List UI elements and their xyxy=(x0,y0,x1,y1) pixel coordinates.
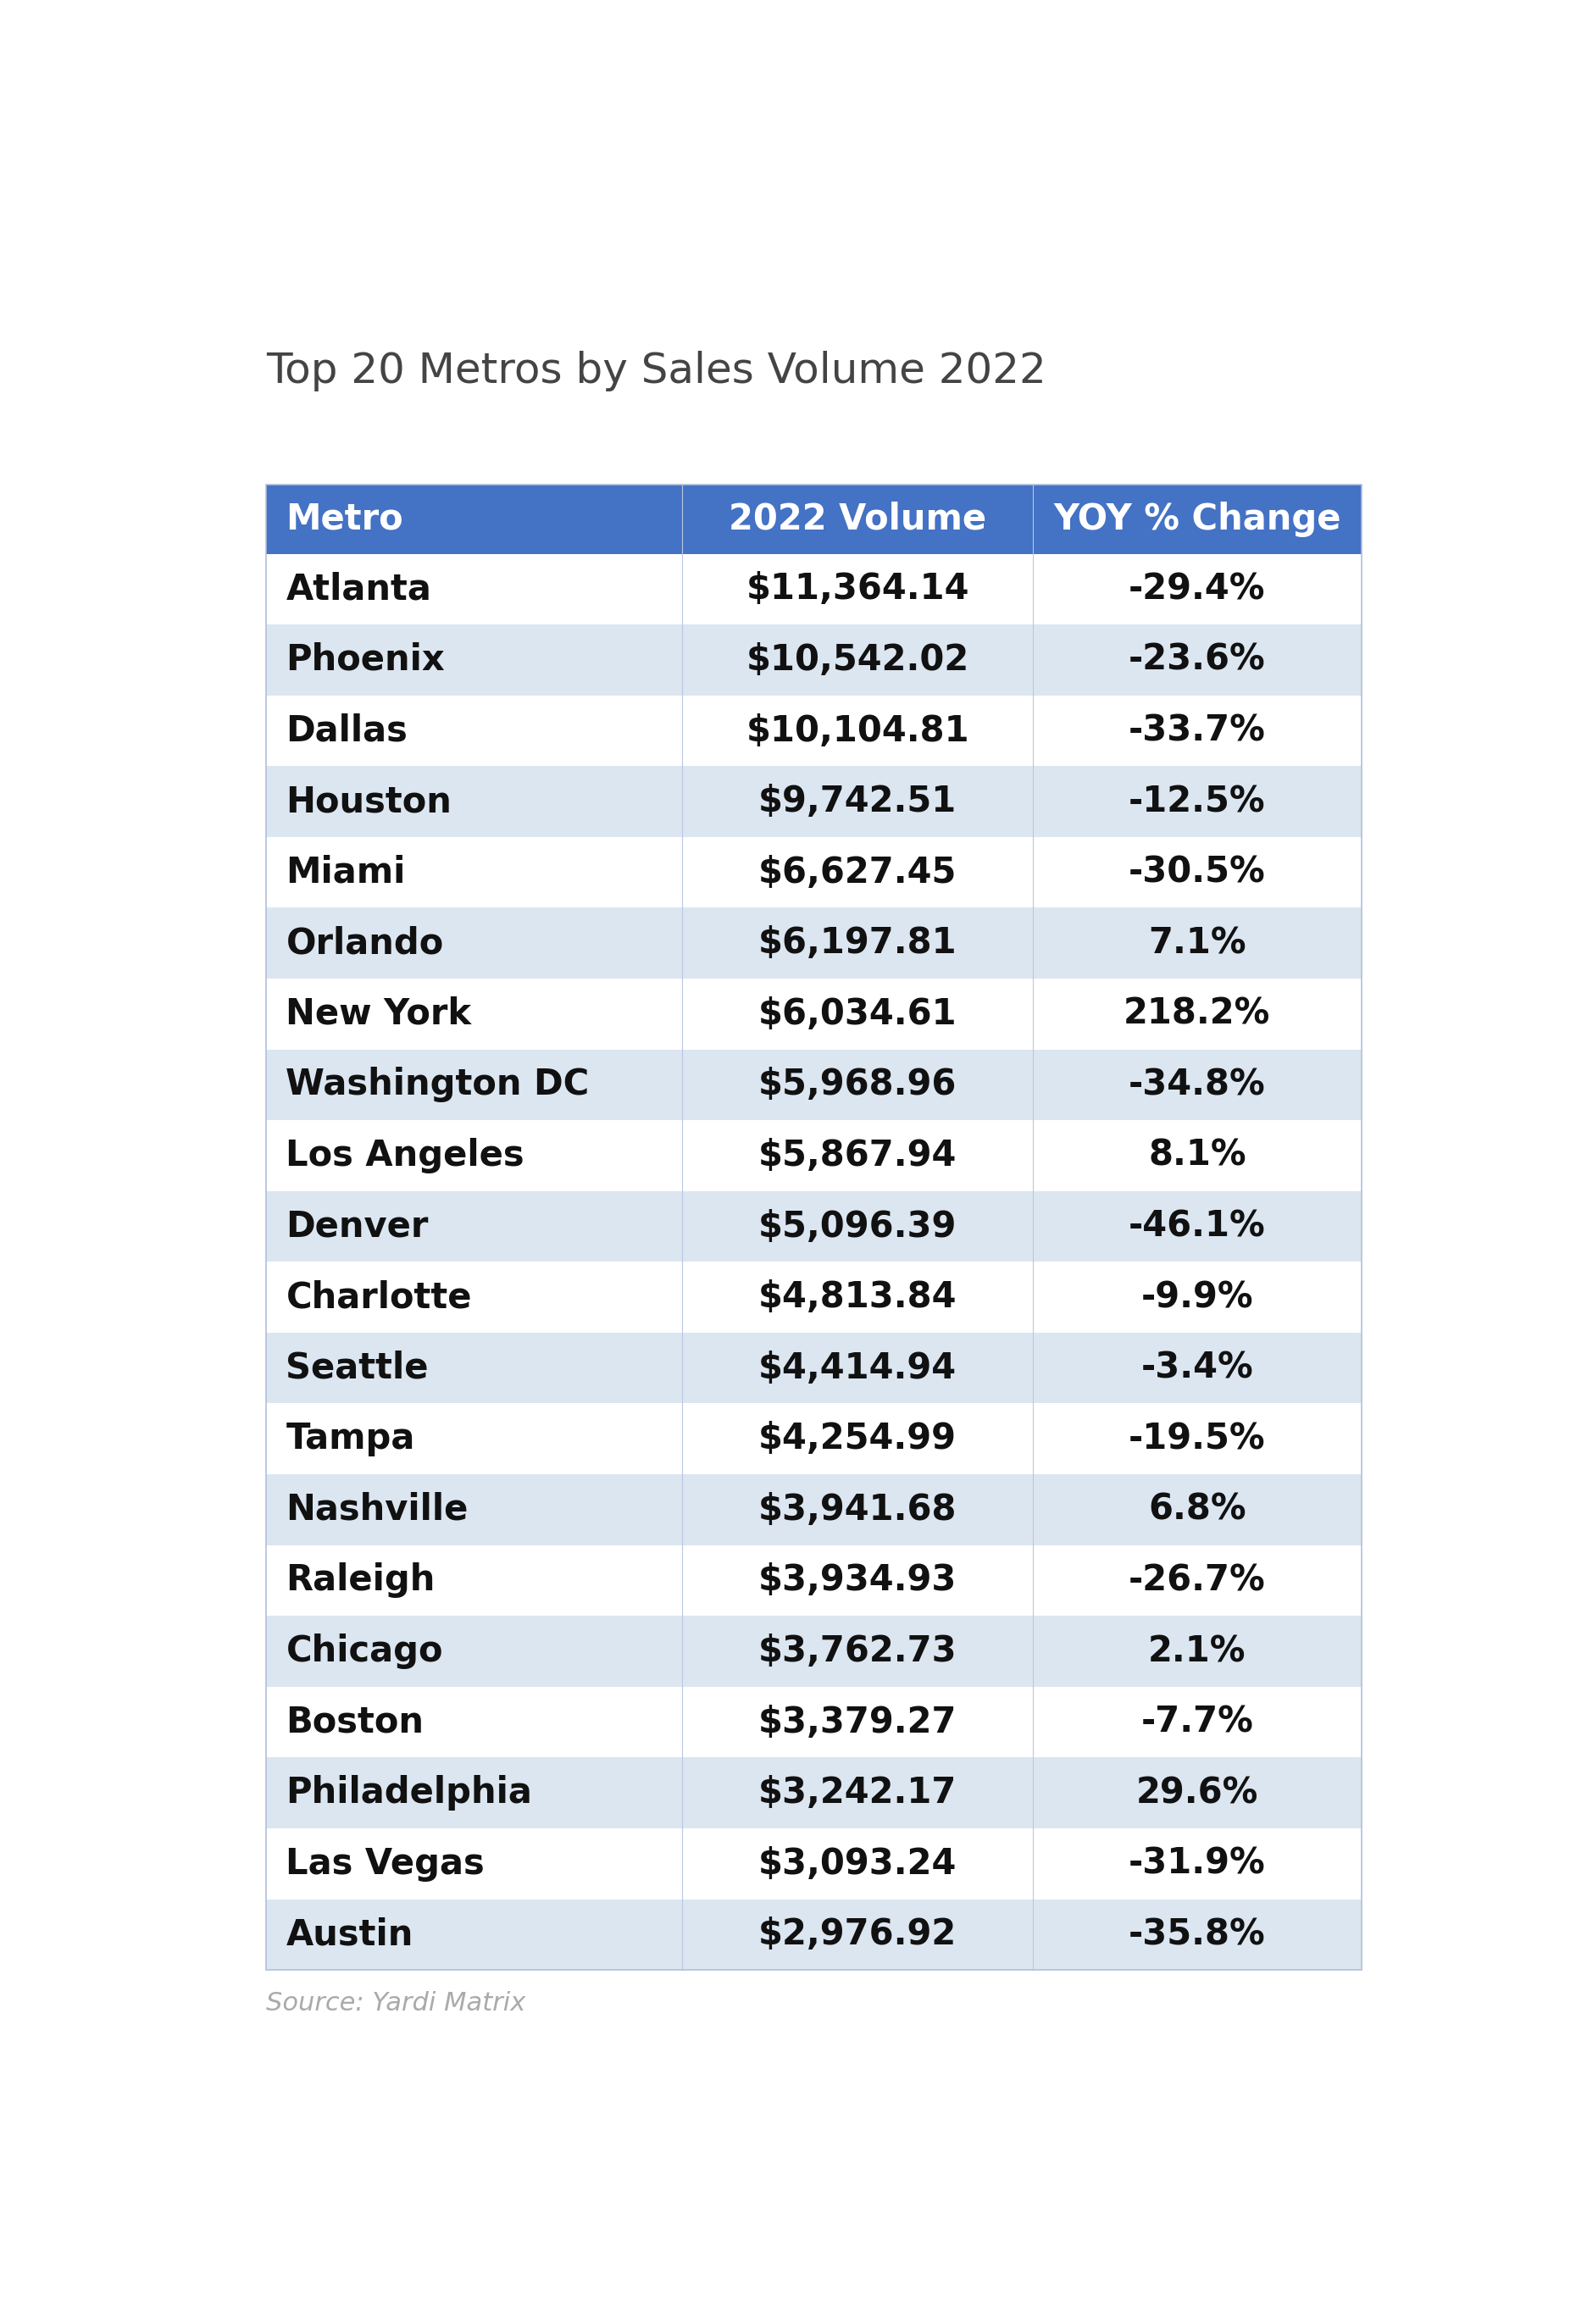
Text: 29.6%: 29.6% xyxy=(1135,1776,1257,1810)
Bar xyxy=(267,1829,1360,1899)
Text: Chicago: Chicago xyxy=(286,1634,443,1669)
Bar xyxy=(267,978,1360,1050)
Bar xyxy=(267,767,1360,837)
Text: Denver: Denver xyxy=(286,1208,428,1243)
Text: $3,762.73: $3,762.73 xyxy=(757,1634,957,1669)
Text: $3,242.17: $3,242.17 xyxy=(759,1776,957,1810)
Text: $3,934.93: $3,934.93 xyxy=(759,1562,957,1599)
Text: Metro: Metro xyxy=(286,502,403,537)
Text: -33.7%: -33.7% xyxy=(1128,713,1265,748)
Text: -46.1%: -46.1% xyxy=(1128,1208,1265,1243)
Text: Atlanta: Atlanta xyxy=(286,572,432,607)
Text: $6,197.81: $6,197.81 xyxy=(757,925,957,962)
Text: Dallas: Dallas xyxy=(286,713,408,748)
Text: Tampa: Tampa xyxy=(286,1420,414,1457)
Text: -7.7%: -7.7% xyxy=(1139,1703,1252,1741)
Text: Orlando: Orlando xyxy=(286,925,443,962)
Bar xyxy=(267,1404,1360,1473)
Text: Austin: Austin xyxy=(286,1917,413,1952)
Text: $2,976.92: $2,976.92 xyxy=(759,1917,957,1952)
Text: New York: New York xyxy=(286,997,471,1032)
Text: -3.4%: -3.4% xyxy=(1139,1350,1252,1385)
Text: $5,096.39: $5,096.39 xyxy=(759,1208,957,1243)
Text: $10,542.02: $10,542.02 xyxy=(746,641,968,679)
Text: $10,104.81: $10,104.81 xyxy=(746,713,968,748)
Text: -9.9%: -9.9% xyxy=(1141,1281,1252,1315)
Text: Charlotte: Charlotte xyxy=(286,1281,471,1315)
Text: -26.7%: -26.7% xyxy=(1128,1562,1265,1599)
Text: Houston: Houston xyxy=(286,783,452,820)
Bar xyxy=(267,1332,1360,1404)
Text: $3,379.27: $3,379.27 xyxy=(759,1703,957,1741)
Text: -34.8%: -34.8% xyxy=(1128,1067,1265,1102)
Bar xyxy=(267,1190,1360,1262)
Bar xyxy=(267,837,1360,909)
Text: 7.1%: 7.1% xyxy=(1147,925,1246,962)
Bar xyxy=(267,695,1360,767)
Bar xyxy=(267,1899,1360,1971)
Text: Las Vegas: Las Vegas xyxy=(286,1845,484,1882)
Text: Top 20 Metros by Sales Volume 2022: Top 20 Metros by Sales Volume 2022 xyxy=(267,351,1046,390)
Text: -35.8%: -35.8% xyxy=(1128,1917,1265,1952)
Text: $6,034.61: $6,034.61 xyxy=(757,997,957,1032)
Text: 2022 Volume: 2022 Volume xyxy=(728,502,986,537)
Text: Boston: Boston xyxy=(286,1703,424,1741)
Text: $3,093.24: $3,093.24 xyxy=(759,1845,957,1882)
Bar xyxy=(267,1473,1360,1545)
Text: 8.1%: 8.1% xyxy=(1147,1139,1246,1174)
Bar xyxy=(267,1687,1360,1757)
Text: -19.5%: -19.5% xyxy=(1128,1420,1265,1457)
Bar xyxy=(267,553,1360,625)
Text: 6.8%: 6.8% xyxy=(1147,1492,1246,1527)
Bar xyxy=(267,1262,1360,1332)
Text: Miami: Miami xyxy=(286,855,405,890)
Text: $5,968.96: $5,968.96 xyxy=(759,1067,957,1102)
Text: -31.9%: -31.9% xyxy=(1128,1845,1265,1882)
Text: Los Angeles: Los Angeles xyxy=(286,1139,524,1174)
Text: Seattle: Seattle xyxy=(286,1350,428,1385)
Text: YOY % Change: YOY % Change xyxy=(1052,502,1339,537)
Text: 2.1%: 2.1% xyxy=(1147,1634,1246,1669)
Text: $11,364.14: $11,364.14 xyxy=(746,572,968,607)
Text: Source: Yardi Matrix: Source: Yardi Matrix xyxy=(267,1992,525,2015)
Text: Phoenix: Phoenix xyxy=(286,641,444,679)
Text: $4,254.99: $4,254.99 xyxy=(759,1420,957,1457)
Bar xyxy=(267,909,1360,978)
Text: $4,414.94: $4,414.94 xyxy=(759,1350,957,1385)
Bar xyxy=(267,625,1360,695)
Text: $3,941.68: $3,941.68 xyxy=(759,1492,957,1527)
Text: Philadelphia: Philadelphia xyxy=(286,1776,532,1810)
Text: -12.5%: -12.5% xyxy=(1128,783,1265,820)
Bar xyxy=(267,1615,1360,1687)
Bar xyxy=(267,486,1360,1971)
Bar xyxy=(267,1120,1360,1190)
Bar xyxy=(267,1757,1360,1829)
Text: $9,742.51: $9,742.51 xyxy=(759,783,957,820)
Text: $5,867.94: $5,867.94 xyxy=(759,1139,957,1174)
Text: Washington DC: Washington DC xyxy=(286,1067,589,1102)
Text: -29.4%: -29.4% xyxy=(1128,572,1265,607)
Bar xyxy=(267,1545,1360,1615)
Text: Nashville: Nashville xyxy=(286,1492,468,1527)
Text: -30.5%: -30.5% xyxy=(1128,855,1265,890)
Text: 218.2%: 218.2% xyxy=(1124,997,1270,1032)
Text: $6,627.45: $6,627.45 xyxy=(759,855,957,890)
Bar xyxy=(267,486,1360,553)
Text: $4,813.84: $4,813.84 xyxy=(759,1281,957,1315)
Bar xyxy=(267,1050,1360,1120)
Text: -23.6%: -23.6% xyxy=(1128,641,1265,679)
Text: Raleigh: Raleigh xyxy=(286,1562,435,1599)
